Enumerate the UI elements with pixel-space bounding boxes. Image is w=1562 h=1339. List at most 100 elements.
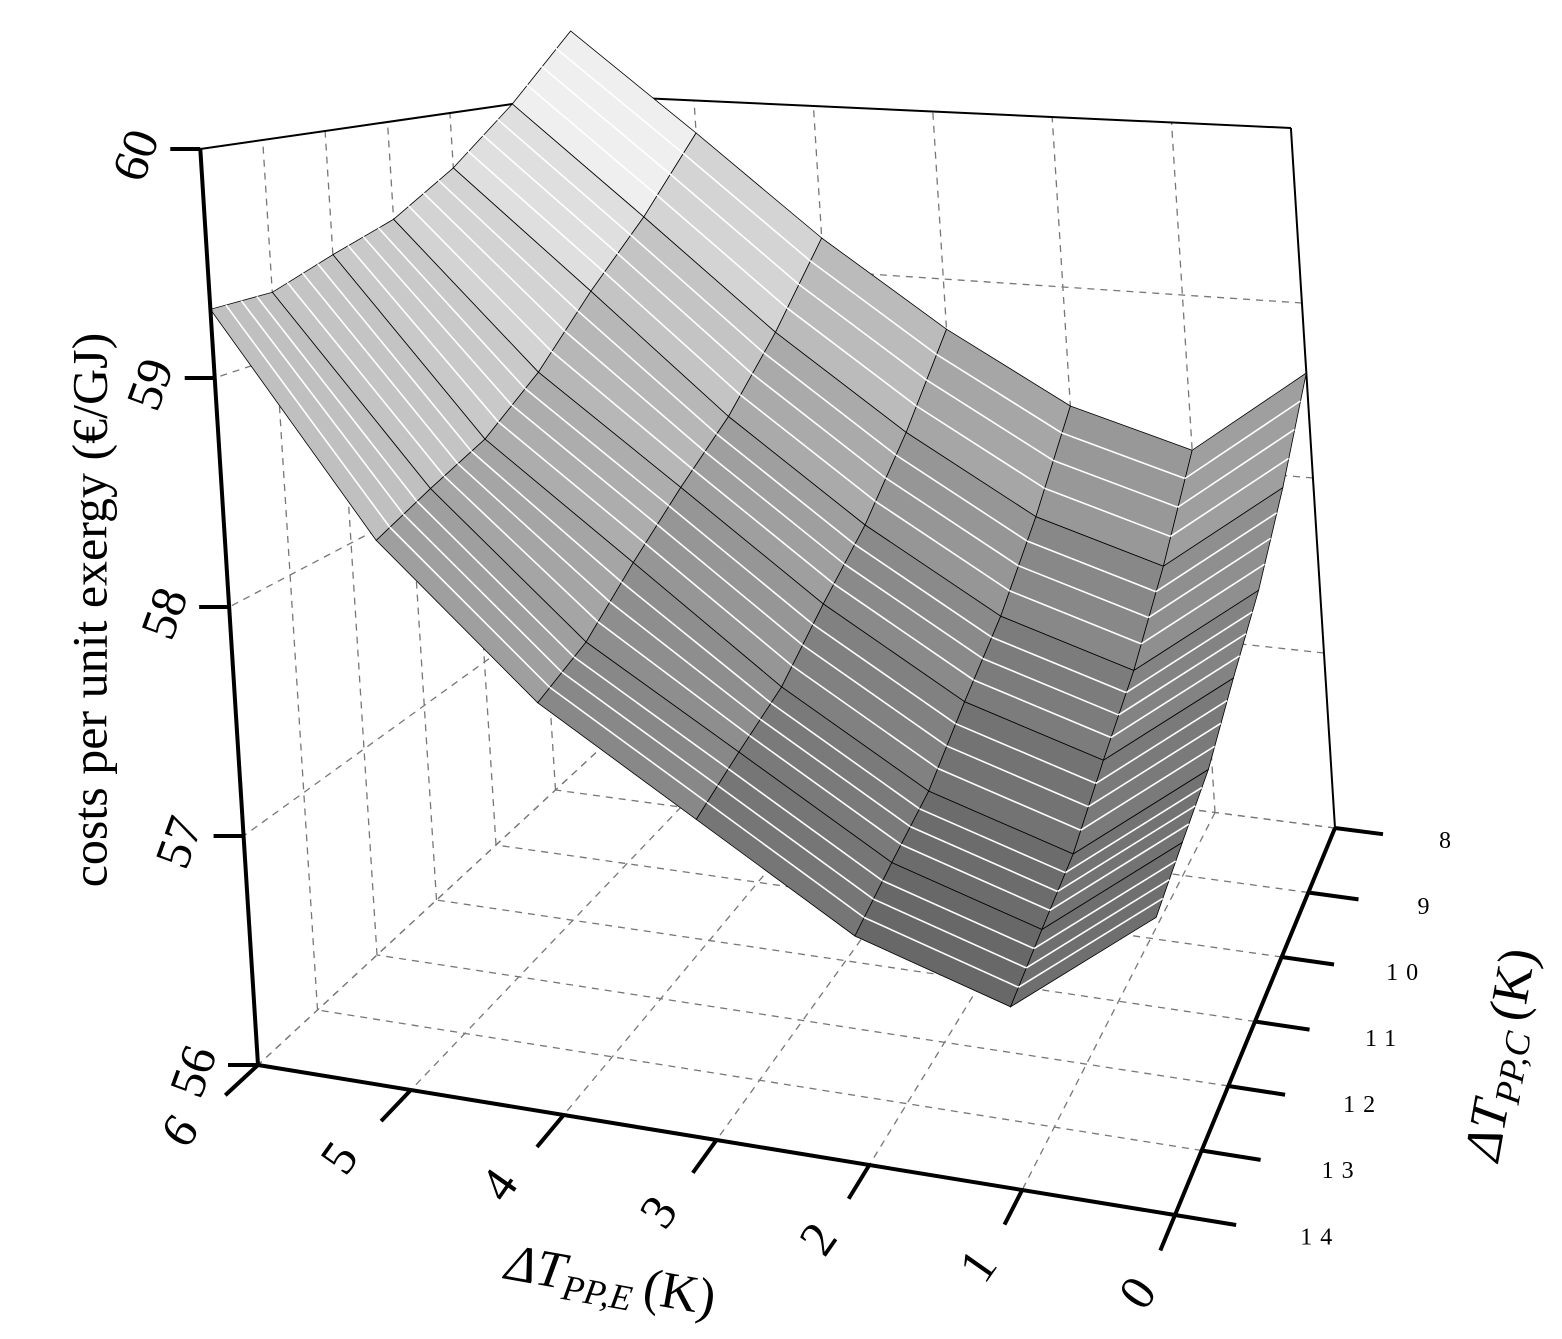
mesh-line [937,767,1082,831]
mesh-line [763,352,897,456]
mesh-line [1148,537,1272,619]
mesh-line [955,722,1097,785]
mesh-line [1064,786,1203,874]
mesh-line [1140,563,1266,645]
mesh-line [620,581,772,704]
grid-line [1170,122,1216,813]
x-tick [379,1088,413,1123]
mesh-line [727,768,884,882]
mesh-line [526,84,658,196]
x-tick [223,1063,260,1097]
mesh-line [1087,722,1222,808]
mesh-line [809,260,937,355]
mesh-line [564,330,706,453]
y-tick [1174,1213,1237,1227]
mesh-line [1049,823,1190,912]
mesh-line [1080,745,1216,831]
y-tick-label: 14 [1300,1224,1340,1250]
mesh-line [347,245,499,423]
mesh-line [609,601,761,720]
mesh-line [1110,655,1241,739]
mesh-line [885,477,1019,567]
y-tick-label: 9 [1418,894,1438,920]
mesh-line [739,394,876,502]
box-edge [574,94,1291,129]
mesh-line [770,702,920,810]
x-axis-subscript: PP,E [558,1267,635,1319]
x-tick [691,1138,719,1175]
mesh-line [1044,487,1171,538]
y-axis-unit: (K) [1478,944,1547,1025]
mesh-line [863,916,1019,989]
mesh-line [1026,540,1157,593]
mesh-line [1155,512,1278,593]
mesh-line [991,636,1127,694]
mesh-line [644,542,793,667]
mesh-line [801,644,948,747]
x-axis-symbol: ΔT [499,1234,572,1301]
mesh-line [573,656,729,770]
mesh-line [597,621,751,737]
mesh-line [1184,400,1301,480]
mesh-line [1018,897,1164,988]
x-tick [846,1163,872,1200]
mesh-line [973,679,1112,739]
y-tick [1228,1084,1286,1097]
mesh-line [549,686,708,804]
mesh-line [496,118,632,236]
mesh-line [482,134,618,254]
mesh-line [682,152,811,262]
y-axis-symbol: ΔT [1454,1093,1521,1166]
mesh-line [946,745,1089,808]
mesh-line [909,825,1058,893]
z-tick-label: 59 [115,351,185,417]
x-tick-label: 6 [149,1104,209,1157]
grid-line [376,954,1229,1087]
mesh-line [854,543,993,638]
mesh-line [422,192,566,332]
mesh-line [402,513,563,673]
x-tick [1002,1189,1024,1226]
mesh-line [919,808,1066,874]
x-tick-label: 4 [468,1158,528,1211]
mesh-line [656,194,788,309]
mesh-line [550,350,694,470]
mesh-line [791,665,939,770]
y-tick-label: 10 [1386,960,1426,986]
mesh-line [524,387,670,507]
mesh-line [872,898,1027,969]
mesh-line [470,450,622,583]
mesh-line [692,468,835,585]
mesh-line [1033,860,1177,950]
mesh-line [577,310,718,435]
mesh-line [407,205,553,352]
y-tick [1334,826,1384,837]
mesh-line [1170,457,1290,538]
y-tick [1201,1148,1261,1162]
x-axis-title: ΔTPP,E(K) [498,1234,720,1334]
mesh-line [1009,590,1142,645]
mesh-line [706,801,865,919]
z-axis-title: costs per unit exergy (€/GJ) [61,333,117,888]
mesh-line [301,272,459,465]
mesh-line [935,353,1063,434]
x-tick-label: 3 [628,1185,688,1238]
mesh-line [457,462,611,603]
z-tick-label: 60 [100,122,170,188]
x-tick-label: 2 [788,1212,848,1265]
mesh-line [616,252,753,375]
y-tick [1308,890,1359,902]
mesh-line [900,843,1051,912]
mesh-line [798,283,927,381]
mesh-line [1118,633,1247,716]
mesh-line [716,433,856,545]
mesh-line [656,523,803,646]
mesh-line [669,173,800,285]
mesh-line [389,526,551,688]
mesh-line [786,307,917,407]
mesh-line [511,404,658,526]
surface [209,30,1307,1008]
x-tick-label: 1 [947,1239,1007,1292]
mesh-line [443,475,599,623]
mesh-line [668,505,814,625]
